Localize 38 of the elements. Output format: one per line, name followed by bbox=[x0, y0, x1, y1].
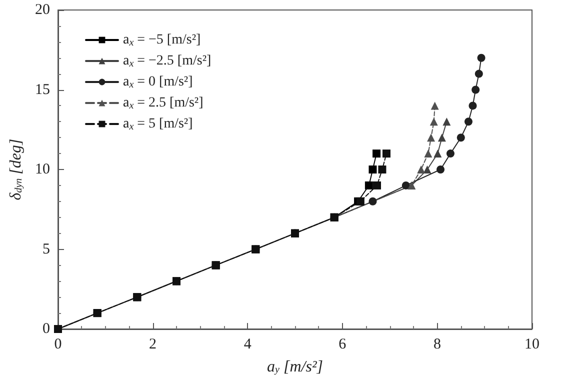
point bbox=[464, 118, 472, 126]
point bbox=[472, 86, 480, 94]
y-tick-label: 0 bbox=[42, 321, 50, 337]
x-tick-label: 8 bbox=[433, 336, 441, 352]
y-tick-label: 5 bbox=[42, 241, 50, 258]
point bbox=[474, 70, 483, 78]
y-tick-label: 15 bbox=[35, 82, 50, 98]
x-tick-label: 0 bbox=[54, 336, 62, 352]
point bbox=[364, 181, 373, 190]
point bbox=[372, 150, 381, 158]
point bbox=[368, 197, 377, 206]
point bbox=[427, 134, 436, 142]
point bbox=[378, 166, 386, 174]
point bbox=[402, 181, 410, 190]
point bbox=[423, 166, 432, 174]
point bbox=[438, 134, 446, 142]
point bbox=[446, 150, 454, 158]
x-tick-label: 2 bbox=[149, 336, 157, 352]
point bbox=[430, 118, 438, 126]
y-axis-title: δdyn [deg] bbox=[8, 138, 24, 200]
y-tick-label: 20 bbox=[35, 2, 50, 18]
point bbox=[468, 102, 477, 110]
point bbox=[417, 166, 426, 174]
x-tick-label: 10 bbox=[524, 336, 540, 352]
point bbox=[368, 166, 377, 174]
point bbox=[373, 181, 381, 190]
point bbox=[456, 134, 465, 142]
point bbox=[382, 150, 390, 158]
y-tick-label: 10 bbox=[35, 162, 50, 178]
point bbox=[436, 166, 445, 174]
point bbox=[424, 150, 432, 158]
point bbox=[430, 102, 439, 110]
point bbox=[434, 150, 442, 158]
x-axis-title: ay [m/s²] bbox=[267, 358, 323, 376]
point bbox=[477, 54, 486, 62]
point bbox=[442, 118, 451, 126]
x-tick-label: 4 bbox=[244, 336, 252, 352]
x-tick-label: 6 bbox=[338, 336, 347, 352]
